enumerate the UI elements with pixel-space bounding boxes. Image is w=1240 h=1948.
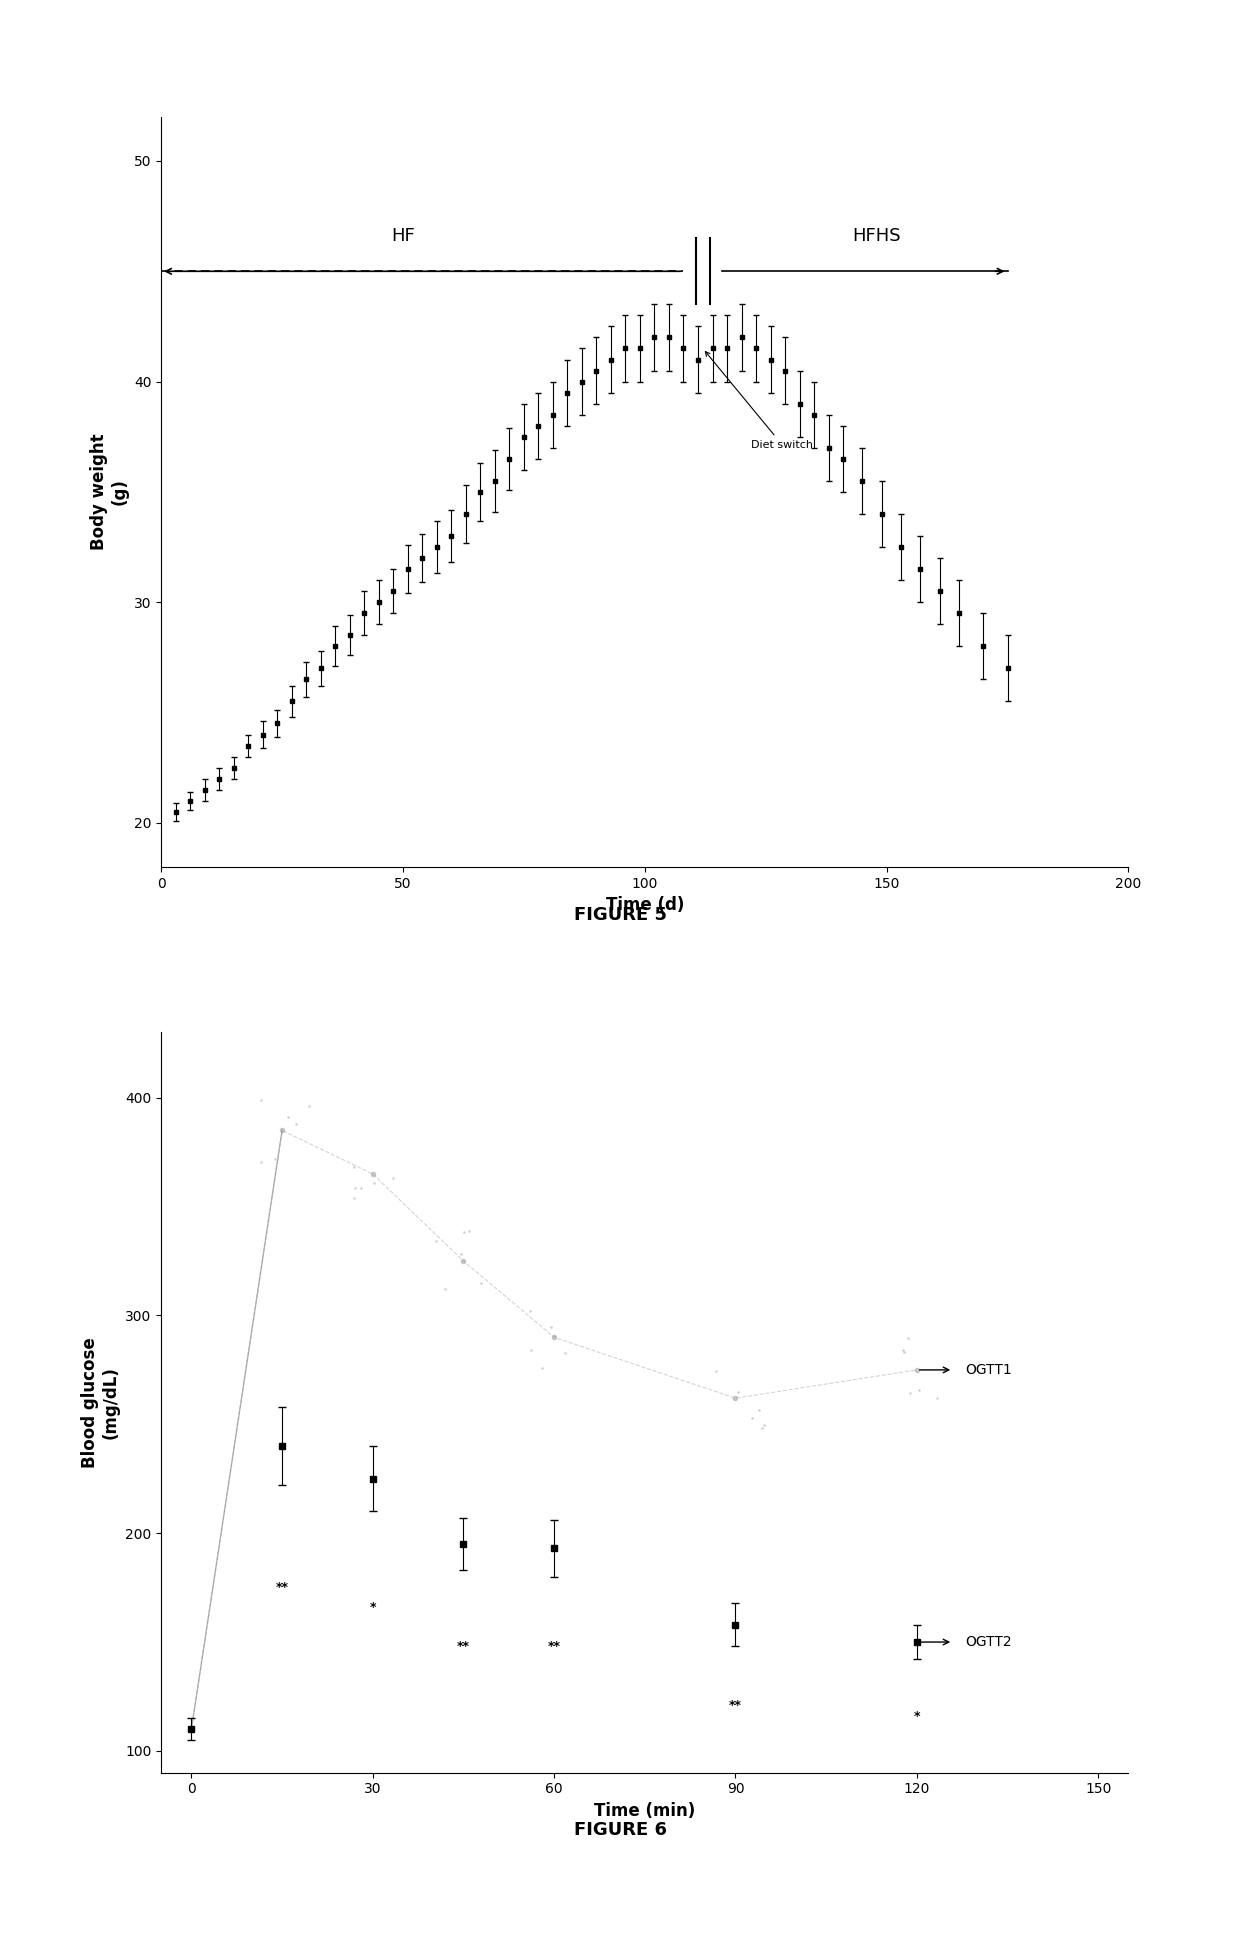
- Y-axis label: Blood glucose
(mg/dL): Blood glucose (mg/dL): [81, 1336, 119, 1469]
- Text: **: **: [729, 1699, 742, 1712]
- Text: *: *: [370, 1601, 376, 1613]
- X-axis label: Time (min): Time (min): [594, 1802, 696, 1819]
- Text: Diet switch: Diet switch: [706, 351, 813, 450]
- X-axis label: Time (d): Time (d): [605, 896, 684, 914]
- Text: HF: HF: [391, 226, 415, 245]
- Text: OGTT1: OGTT1: [965, 1364, 1012, 1377]
- Y-axis label: Body weight
(g): Body weight (g): [89, 434, 129, 549]
- Text: **: **: [548, 1640, 560, 1654]
- Text: **: **: [275, 1582, 289, 1593]
- Text: HFHS: HFHS: [853, 226, 901, 245]
- Text: FIGURE 6: FIGURE 6: [573, 1821, 667, 1839]
- Text: OGTT2: OGTT2: [965, 1634, 1012, 1650]
- Text: *: *: [914, 1710, 920, 1722]
- Text: FIGURE 5: FIGURE 5: [573, 906, 667, 923]
- Text: **: **: [458, 1640, 470, 1654]
